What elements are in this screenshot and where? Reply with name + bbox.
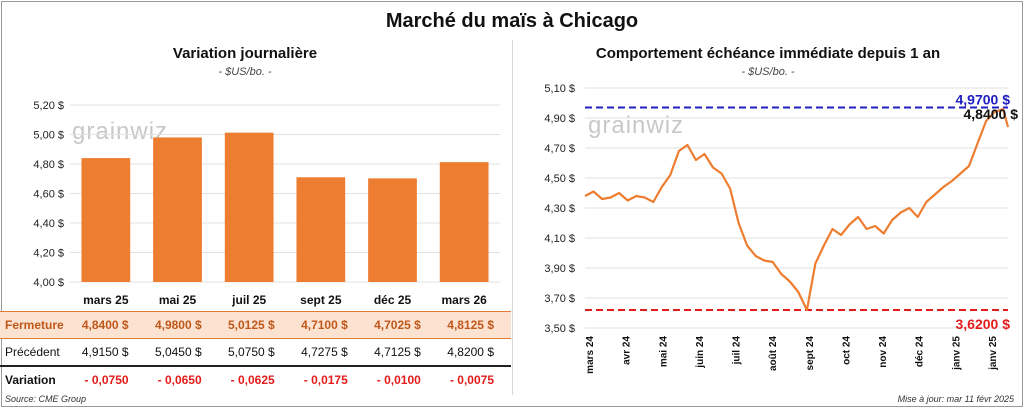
page-title: Marché du maïs à Chicago	[385, 10, 639, 32]
x-tick-label: juin 24	[695, 336, 706, 369]
x-tick-label: déc 25	[374, 293, 412, 307]
table-cell: 4,7025 $	[364, 311, 438, 339]
x-tick-label: janv 25	[951, 336, 962, 371]
x-tick-label: août 24	[768, 336, 779, 371]
table-row-precedent: Précédent 4,9150 $ 5,0450 $ 5,0750 $ 4,7…	[0, 338, 511, 367]
row-label: Fermeture	[0, 311, 73, 339]
update-note: Mise à jour: mar 11 févr 2025	[897, 394, 1014, 404]
left-chart-unit: - $US/bo. -	[218, 66, 272, 78]
reference-line-label: 4,9700 $	[956, 92, 1011, 108]
table-cell: - 0,0650	[157, 373, 202, 387]
table-cell: - 0,0625	[230, 373, 275, 387]
table-cell: - 0,0100	[376, 373, 421, 387]
y-tick-label: 3,50 $	[544, 323, 575, 335]
left-watermark-logo: grainwiz	[72, 118, 169, 145]
y-tick-label: 4,20 $	[33, 248, 64, 260]
table-cell: - 0,0175	[303, 373, 348, 387]
panel-divider	[512, 40, 513, 395]
x-tick-label: nov 24	[878, 336, 889, 368]
last-value-label: 4,8400 $	[964, 106, 1019, 122]
table-cell: 4,7125 $	[364, 338, 438, 367]
right-chart-title: Comportement échéance immédiate depuis 1…	[595, 45, 941, 62]
x-tick-label: avr 24	[622, 336, 633, 365]
futures-table: Fermeture 4,8400 $ 4,9800 $ 5,0125 $ 4,7…	[0, 311, 511, 393]
right-watermark-logo: grainwiz	[588, 112, 685, 139]
y-tick-label: 3,90 $	[544, 263, 575, 275]
bar	[153, 137, 202, 282]
y-tick-label: 4,50 $	[544, 173, 575, 185]
table-row-variation: Variation - 0,0750 - 0,0650 - 0,0625 - 0…	[0, 366, 511, 393]
source-note: Source: CME Group	[5, 394, 87, 404]
x-tick-label: mars 24	[585, 336, 596, 374]
y-tick-label: 5,20 $	[33, 100, 64, 112]
table-cell: - 0,0075	[449, 373, 494, 387]
x-tick-label: mars 25	[83, 293, 129, 307]
table-cell: 4,9150 $	[72, 338, 146, 367]
x-tick-label: déc 24	[915, 336, 926, 368]
table-cell: 4,8400 $	[72, 311, 146, 339]
table-cell: 5,0125 $	[218, 311, 292, 339]
y-tick-label: 4,80 $	[33, 159, 64, 171]
table-cell: - 0,0750	[84, 373, 129, 387]
x-tick-label: juil 25	[231, 293, 266, 307]
y-tick-label: 4,60 $	[33, 189, 64, 201]
x-tick-label: mai 25	[159, 293, 197, 307]
bar	[81, 158, 131, 282]
bar	[296, 177, 346, 282]
right-chart-unit: - $US/bo. -	[741, 66, 795, 78]
x-tick-label: juil 24	[732, 336, 743, 366]
table-cell: 4,8200 $	[437, 338, 511, 367]
y-tick-label: 4,90 $	[544, 113, 575, 125]
y-tick-label: 5,00 $	[33, 130, 64, 142]
table-cell: 4,7275 $	[291, 338, 365, 367]
y-tick-label: 4,10 $	[544, 233, 575, 245]
reference-line-label: 3,6200 $	[956, 316, 1011, 332]
bar-chart: 4,00 $ 4,20 $ 4,40 $ 4,60 $ 4,80 $ 5,00 $ 5,20…	[33, 100, 500, 307]
table-cell: 4,7100 $	[291, 311, 365, 339]
table-cell: 4,9800 $	[145, 311, 219, 339]
table-cell: 4,8125 $	[437, 311, 511, 339]
bar	[439, 162, 489, 282]
y-tick-label: 5,10 $	[544, 83, 575, 95]
x-tick-label: sept 25	[300, 293, 342, 307]
bar	[224, 132, 274, 282]
x-tick-label: janv 25	[988, 336, 999, 371]
y-tick-label: 4,30 $	[544, 203, 575, 215]
x-tick-label: mars 26	[441, 293, 487, 307]
row-label: Variation	[5, 373, 56, 387]
y-tick-label: 3,70 $	[544, 293, 575, 305]
x-tick-label: mai 24	[658, 336, 669, 368]
y-tick-label: 4,00 $	[33, 277, 64, 289]
y-tick-label: 4,40 $	[33, 218, 64, 230]
x-tick-label: oct 24	[841, 336, 852, 365]
table-cell: 5,0750 $	[218, 338, 292, 367]
x-tick-label: sept 24	[805, 336, 816, 371]
left-chart-title: Variation journalière	[172, 45, 318, 62]
price-series-line	[584, 107, 1010, 312]
table-row-fermeture: Fermeture 4,8400 $ 4,9800 $ 5,0125 $ 4,7…	[0, 311, 511, 339]
bar	[368, 178, 417, 282]
row-label: Précédent	[0, 338, 73, 367]
y-tick-label: 4,70 $	[544, 143, 575, 155]
table-cell: 5,0450 $	[145, 338, 219, 367]
